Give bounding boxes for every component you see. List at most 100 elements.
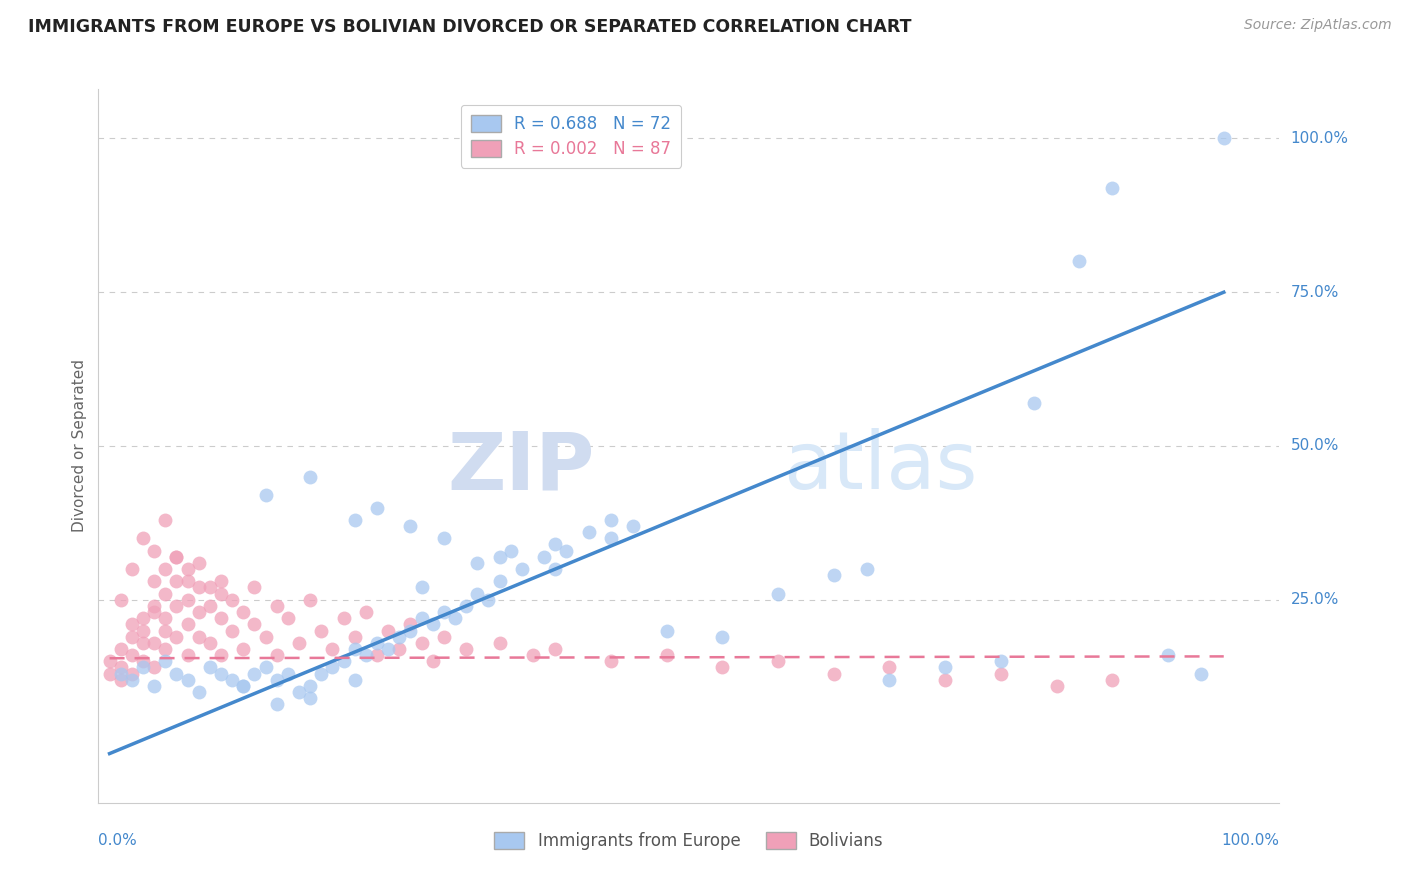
Point [399, 624, 422, 638]
Point [187, 605, 209, 619]
Point [366, 648, 388, 662]
Point [332, 654, 354, 668]
Point [132, 660, 155, 674]
Point [198, 599, 221, 613]
Point [411, 581, 433, 595]
Point [477, 592, 499, 607]
Point [488, 636, 510, 650]
Text: IMMIGRANTS FROM EUROPE VS BOLIVIAN DIVORCED OR SEPARATED CORRELATION CHART: IMMIGRANTS FROM EUROPE VS BOLIVIAN DIVOR… [28, 18, 911, 36]
Point [243, 666, 266, 681]
Point [399, 519, 422, 533]
Point [1024, 396, 1046, 410]
Point [444, 611, 467, 625]
Point [299, 469, 322, 483]
Point [155, 642, 177, 657]
Point [600, 531, 623, 545]
Point [243, 581, 266, 595]
Point [266, 648, 288, 662]
Point [155, 654, 177, 668]
Point [110, 592, 132, 607]
Point [288, 636, 311, 650]
Point [600, 513, 623, 527]
Point [533, 549, 555, 564]
Point [221, 592, 243, 607]
Point [1212, 131, 1234, 145]
Point [98, 654, 121, 668]
Point [187, 581, 209, 595]
Point [266, 698, 288, 712]
Point [110, 660, 132, 674]
Point [143, 574, 166, 589]
Point [1046, 679, 1069, 693]
Point [433, 531, 456, 545]
Point [299, 679, 322, 693]
Point [266, 673, 288, 687]
Point [209, 574, 232, 589]
Point [132, 636, 155, 650]
Point [143, 636, 166, 650]
Point [187, 630, 209, 644]
Point [221, 673, 243, 687]
Point [121, 630, 143, 644]
Point [254, 660, 277, 674]
Point [411, 611, 433, 625]
Point [510, 562, 533, 576]
Point [934, 660, 956, 674]
Point [321, 660, 343, 674]
Text: 100.0%: 100.0% [1291, 131, 1348, 146]
Point [143, 679, 166, 693]
Point [121, 673, 143, 687]
Point [165, 630, 187, 644]
Point [254, 488, 277, 502]
Point [499, 543, 522, 558]
Point [176, 648, 198, 662]
Point [934, 673, 956, 687]
Point [132, 531, 155, 545]
Point [766, 654, 789, 668]
Point [366, 500, 388, 515]
Point [110, 642, 132, 657]
Point [110, 666, 132, 681]
Point [165, 549, 187, 564]
Point [176, 562, 198, 576]
Point [1191, 666, 1213, 681]
Point [354, 648, 377, 662]
Point [132, 654, 155, 668]
Point [165, 549, 187, 564]
Point [1067, 254, 1090, 268]
Point [456, 599, 478, 613]
Text: ZIP: ZIP [447, 428, 595, 507]
Point [621, 519, 644, 533]
Point [132, 611, 155, 625]
Point [600, 654, 623, 668]
Point [155, 562, 177, 576]
Legend: Immigrants from Europe, Bolivians: Immigrants from Europe, Bolivians [486, 824, 891, 859]
Point [555, 543, 578, 558]
Point [309, 666, 332, 681]
Point [221, 624, 243, 638]
Point [232, 679, 254, 693]
Point [165, 574, 187, 589]
Text: 50.0%: 50.0% [1291, 439, 1339, 453]
Text: 25.0%: 25.0% [1291, 592, 1339, 607]
Point [343, 642, 366, 657]
Point [377, 642, 399, 657]
Point [388, 642, 411, 657]
Point [198, 660, 221, 674]
Point [655, 648, 678, 662]
Point [332, 611, 354, 625]
Point [243, 617, 266, 632]
Point [711, 630, 734, 644]
Point [544, 562, 567, 576]
Text: 0.0%: 0.0% [98, 833, 138, 848]
Text: 100.0%: 100.0% [1222, 833, 1279, 848]
Point [266, 599, 288, 613]
Point [422, 654, 444, 668]
Point [879, 673, 901, 687]
Point [155, 611, 177, 625]
Point [422, 617, 444, 632]
Point [198, 636, 221, 650]
Point [388, 630, 411, 644]
Point [711, 660, 734, 674]
Point [209, 611, 232, 625]
